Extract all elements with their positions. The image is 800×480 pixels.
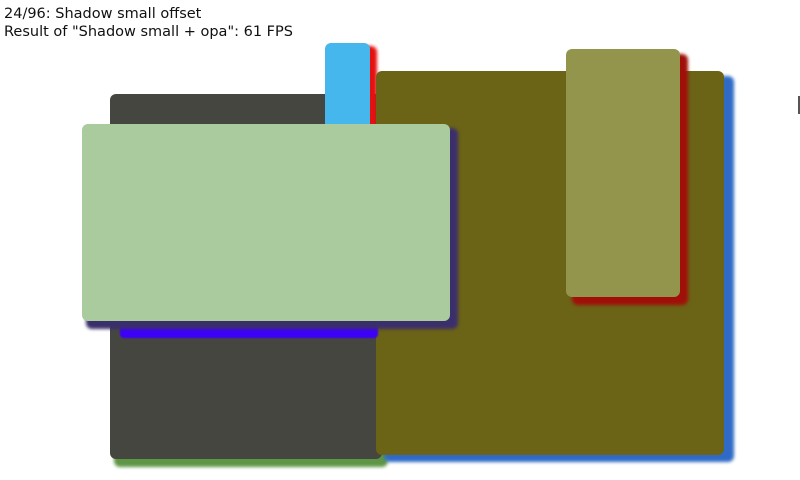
green-box bbox=[82, 124, 450, 321]
light-olive-box bbox=[566, 49, 680, 297]
scene-title: 24/96: Shadow small offset bbox=[4, 6, 202, 22]
blue-box bbox=[325, 43, 370, 133]
fps-result: Result of "Shadow small + opa": 61 FPS bbox=[4, 24, 293, 40]
edge-box bbox=[798, 96, 800, 114]
